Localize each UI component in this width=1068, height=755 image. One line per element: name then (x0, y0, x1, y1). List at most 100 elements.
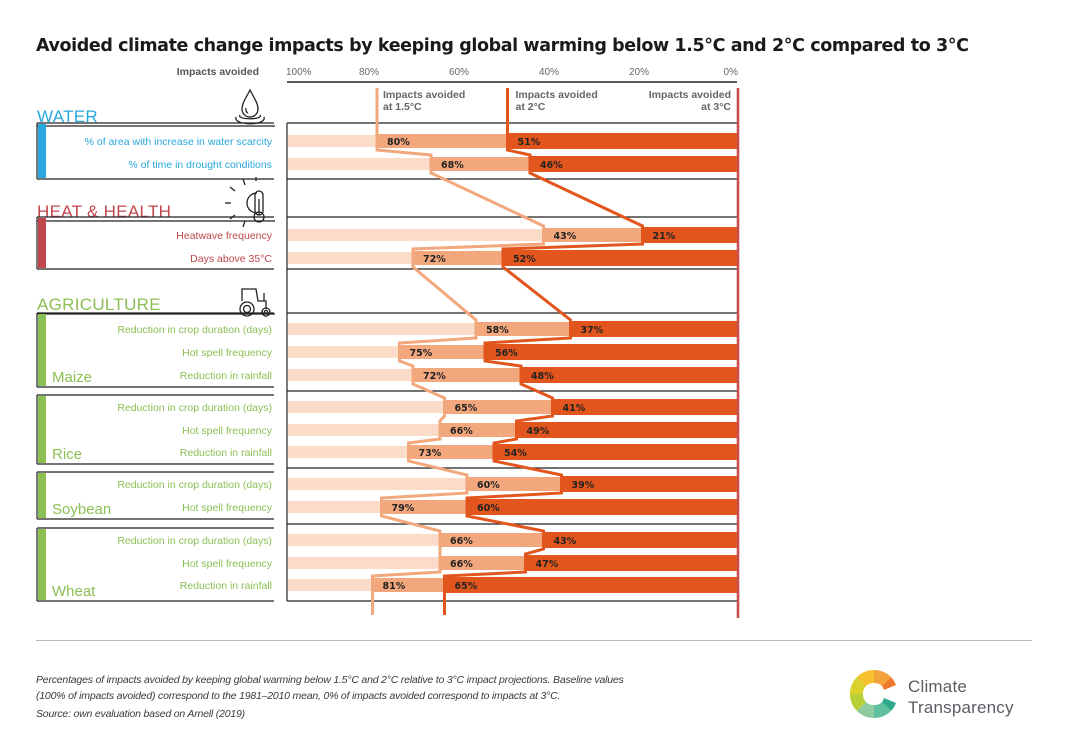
x-tick-label: 60% (449, 67, 469, 78)
series-label-3c: Impacts avoided (649, 89, 731, 101)
water-drop-icon (235, 88, 265, 125)
series-label-2c: at 2°C (516, 101, 546, 113)
category-color-bar (38, 396, 46, 463)
bar-background (288, 424, 440, 436)
logo-segment (882, 698, 896, 711)
row-label: Days above 35°C (190, 253, 272, 265)
row-label: Hot spell frequency (182, 425, 273, 437)
data-label-1-5c: 72% (423, 371, 446, 382)
bar-1-5c (467, 477, 562, 491)
category-color-bar (38, 473, 46, 518)
data-label-1-5c: 80% (387, 137, 410, 148)
bar-1-5c (381, 500, 467, 514)
row-label: Reduction in crop duration (days) (117, 479, 272, 491)
chart-area: Impacts avoided 100% 80% 60% 40% 20% 0% WATER % … (36, 66, 740, 618)
footnote-line-2: (100% of impacts avoided) correspond to … (36, 690, 561, 702)
bar-1-5c (444, 400, 553, 414)
data-label-1-5c: 66% (450, 426, 473, 437)
bar-1-5c (413, 368, 521, 382)
x-tick-label: 40% (539, 67, 559, 78)
footer-divider (36, 640, 1032, 641)
bar-1-5c (408, 445, 494, 459)
row-label: Hot spell frequency (182, 502, 273, 514)
x-axis-label: Impacts avoided (177, 66, 259, 78)
data-label-2c: 48% (531, 371, 554, 382)
data-label-2c: 54% (504, 448, 527, 459)
bar-background (288, 579, 373, 591)
source-note: Source: own evaluation based on Arnell (… (36, 708, 245, 720)
logo-segment (882, 677, 896, 690)
category-color-bar (38, 314, 46, 386)
x-tick-label: 100% (286, 67, 312, 78)
line-2c (443, 88, 644, 615)
series-label-2c: Impacts avoided (516, 89, 598, 101)
tractor-icon (239, 288, 271, 317)
group-heading-water: WATER (37, 107, 98, 126)
bar-background (288, 252, 413, 264)
bar-background (288, 229, 544, 241)
row-label: Reduction in rainfall (180, 447, 272, 459)
data-label-1-5c: 68% (441, 160, 464, 171)
bar-2c (552, 399, 737, 415)
bar-background (288, 369, 413, 381)
data-label-2c: 65% (455, 581, 478, 592)
bar-background (288, 158, 431, 170)
bar-background (288, 501, 382, 513)
bar-2c (530, 156, 737, 172)
bar-2c (444, 577, 737, 593)
data-label-2c: 52% (513, 254, 536, 265)
category-color-bar (38, 529, 46, 600)
bar-1-5c (431, 157, 530, 171)
logo-segment (874, 669, 891, 686)
data-label-2c: 41% (563, 403, 586, 414)
bar-background (288, 557, 440, 569)
bar-background (288, 135, 377, 147)
bar-2c (494, 444, 737, 460)
data-label-1-5c: 66% (450, 559, 473, 570)
climate-transparency-logo-icon (850, 669, 896, 719)
x-tick-label: 80% (359, 67, 379, 78)
data-label-2c: 21% (653, 231, 676, 242)
series-label-1-5c: at 1.5°C (383, 101, 422, 113)
row-label: Reduction in rainfall (180, 370, 272, 382)
bar-2c (570, 321, 737, 337)
crop-name-rice: Rice (52, 446, 82, 463)
sun-thermometer-icon (225, 177, 265, 228)
crop-name-maize: Maize (52, 369, 92, 386)
data-label-2c: 49% (527, 426, 550, 437)
category-color-bar (38, 218, 46, 268)
logo-text-transparency: Transparency (908, 698, 1014, 717)
row-label: Reduction in crop duration (days) (117, 535, 272, 547)
row-label: % of time in drought conditions (128, 159, 272, 171)
series-label-3c: at 3°C (701, 101, 731, 113)
bar-background (288, 534, 440, 546)
data-label-2c: 47% (536, 559, 559, 570)
bar-background (288, 478, 467, 490)
bar-2c (525, 555, 737, 571)
bar-2c (521, 367, 737, 383)
data-label-1-5c: 66% (450, 536, 473, 547)
line-1-5c (371, 88, 545, 615)
bar-background (288, 323, 476, 335)
data-label-1-5c: 65% (455, 403, 478, 414)
data-label-1-5c: 72% (423, 254, 446, 265)
row-label: Hot spell frequency (182, 558, 273, 570)
bar-2c (507, 133, 737, 149)
logo-segment (874, 702, 891, 719)
bar-1-5c (440, 556, 526, 570)
x-tick-label: 20% (629, 67, 649, 78)
footnote-line-1: Percentages of impacts avoided by keepin… (36, 674, 624, 686)
group-heading-heat: HEAT & HEALTH (37, 202, 171, 221)
logo-segment (857, 702, 874, 719)
bar-1-5c (413, 251, 503, 265)
logo-text-climate: Climate (908, 677, 968, 696)
data-label-2c: 56% (495, 348, 518, 359)
row-label: % of area with increase in water scarcit… (85, 136, 273, 148)
bar-background (288, 446, 409, 458)
row-label: Reduction in crop duration (days) (117, 324, 272, 336)
logo-segment (850, 677, 866, 694)
data-label-2c: 46% (540, 160, 563, 171)
bar-background (288, 401, 445, 413)
data-label-2c: 51% (518, 137, 541, 148)
chart-title: Avoided climate change impacts by keepin… (36, 36, 969, 56)
